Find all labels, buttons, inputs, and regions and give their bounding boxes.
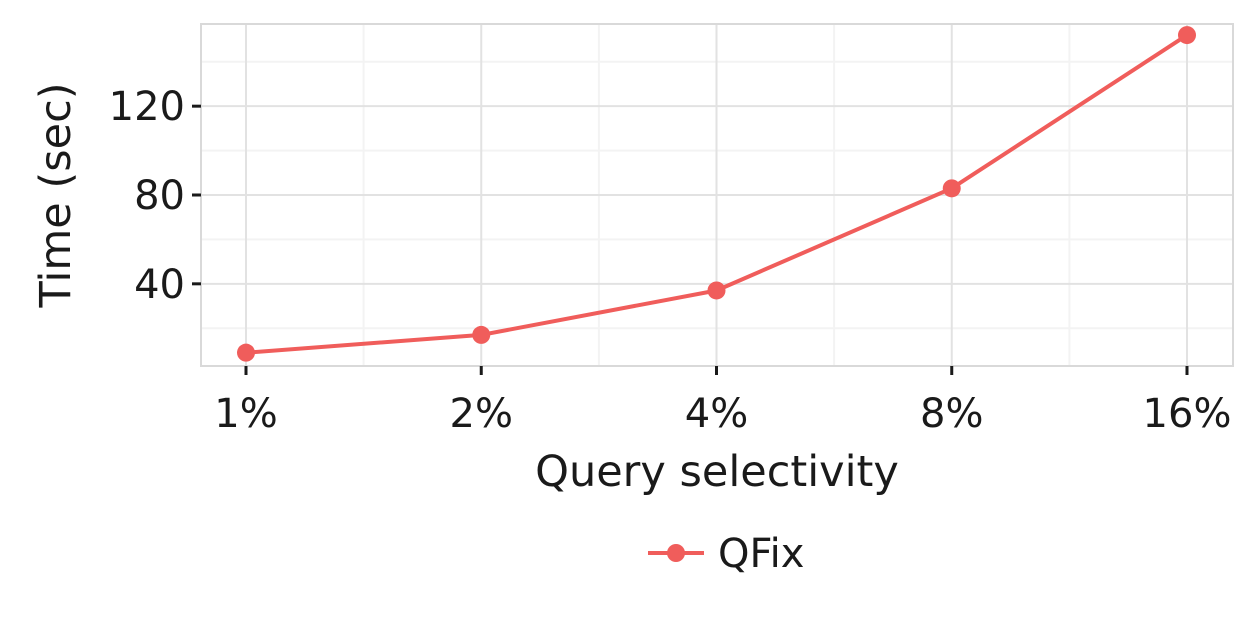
plot-panel xyxy=(200,23,1234,367)
data-point xyxy=(1178,26,1196,45)
legend-key-point xyxy=(667,544,685,562)
x-tick-label: 2% xyxy=(450,391,513,437)
legend-label: QFix xyxy=(718,531,804,577)
x-axis-title: Query selectivity xyxy=(535,447,899,497)
y-tick-label: 120 xyxy=(109,84,185,130)
x-tick-label: 4% xyxy=(685,391,748,437)
y-axis-title: Time (sec) xyxy=(31,83,81,309)
data-point xyxy=(707,281,726,300)
x-tick-label: 1% xyxy=(214,391,277,437)
x-tick-label: 8% xyxy=(920,391,983,437)
y-axis: 40 80 120 xyxy=(109,84,201,308)
x-tick-label: 16% xyxy=(1143,391,1232,437)
series-layer xyxy=(237,26,1196,362)
data-point xyxy=(237,343,255,362)
y-tick-label: 80 xyxy=(134,173,185,219)
legend: QFix xyxy=(648,531,804,577)
data-point xyxy=(942,179,961,198)
y-tick-label: 40 xyxy=(134,262,185,308)
x-axis: 1% 2% 4% 8% 16% xyxy=(214,366,1231,437)
data-point xyxy=(472,325,491,344)
